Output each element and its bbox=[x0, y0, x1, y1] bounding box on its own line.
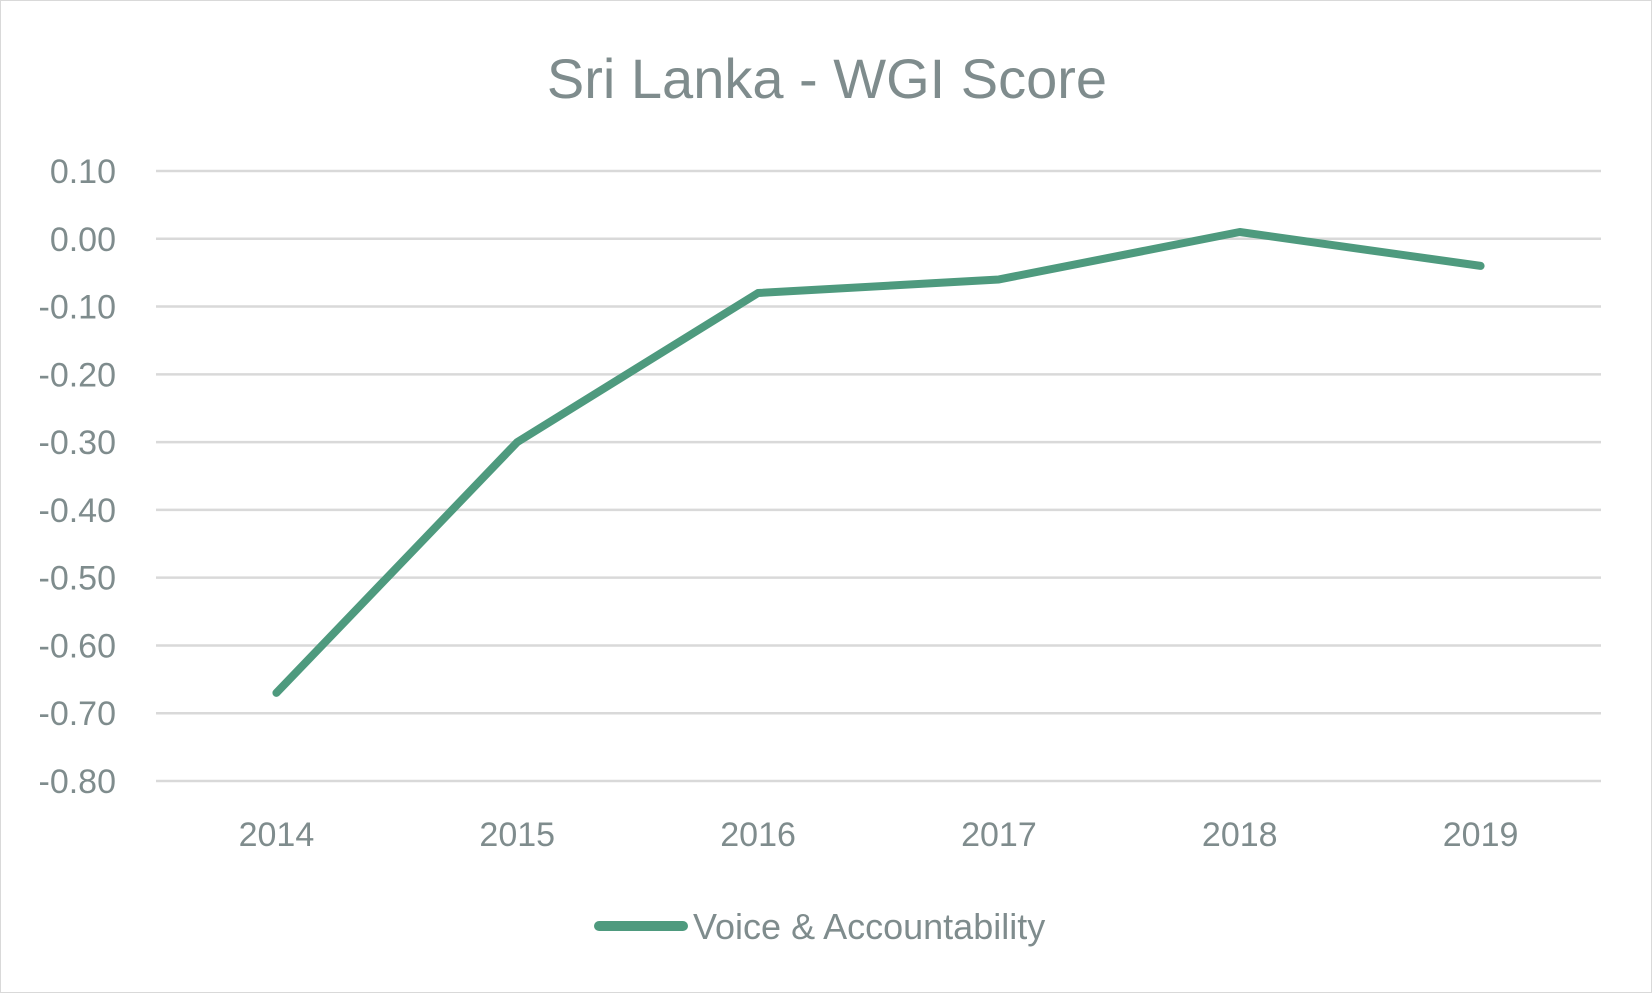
data-point bbox=[1239, 231, 1241, 233]
x-axis-tick-labels: 2014 2015 2016 2017 2018 2019 bbox=[239, 816, 1519, 854]
series-line bbox=[272, 228, 1485, 697]
data-point bbox=[1480, 265, 1482, 267]
data-point bbox=[998, 278, 1000, 280]
y-tick-label: -0.30 bbox=[39, 424, 117, 462]
gridlines bbox=[156, 169, 1601, 783]
series-lines bbox=[272, 228, 1485, 697]
x-tick-label: 2019 bbox=[1443, 816, 1519, 854]
y-tick-label: -0.50 bbox=[39, 560, 117, 598]
y-tick-label: -0.10 bbox=[39, 289, 117, 327]
y-tick-label: 0.00 bbox=[50, 221, 116, 259]
y-tick-label: 0.10 bbox=[50, 153, 116, 191]
y-tick-label: -0.20 bbox=[39, 356, 117, 394]
y-tick-label: -0.70 bbox=[39, 695, 117, 733]
y-axis-tick-labels: 0.10 0.00 -0.10 -0.20 -0.30 -0.40 -0.50 -0.60 -0… bbox=[39, 153, 117, 801]
x-tick-label: 2014 bbox=[239, 816, 315, 854]
x-tick-label: 2017 bbox=[961, 816, 1037, 854]
data-point bbox=[757, 292, 759, 294]
x-tick-label: 2016 bbox=[720, 816, 796, 854]
legend: Voice & Accountability bbox=[594, 906, 1045, 947]
y-tick-label: -0.60 bbox=[39, 627, 117, 665]
legend-label: Voice & Accountability bbox=[693, 906, 1045, 947]
data-point bbox=[516, 441, 518, 443]
y-tick-label: -0.40 bbox=[39, 492, 117, 530]
x-tick-label: 2018 bbox=[1202, 816, 1278, 854]
x-tick-label: 2015 bbox=[479, 816, 555, 854]
chart-title: Sri Lanka - WGI Score bbox=[547, 47, 1107, 110]
y-tick-label: -0.80 bbox=[39, 763, 117, 801]
data-point bbox=[275, 692, 277, 694]
